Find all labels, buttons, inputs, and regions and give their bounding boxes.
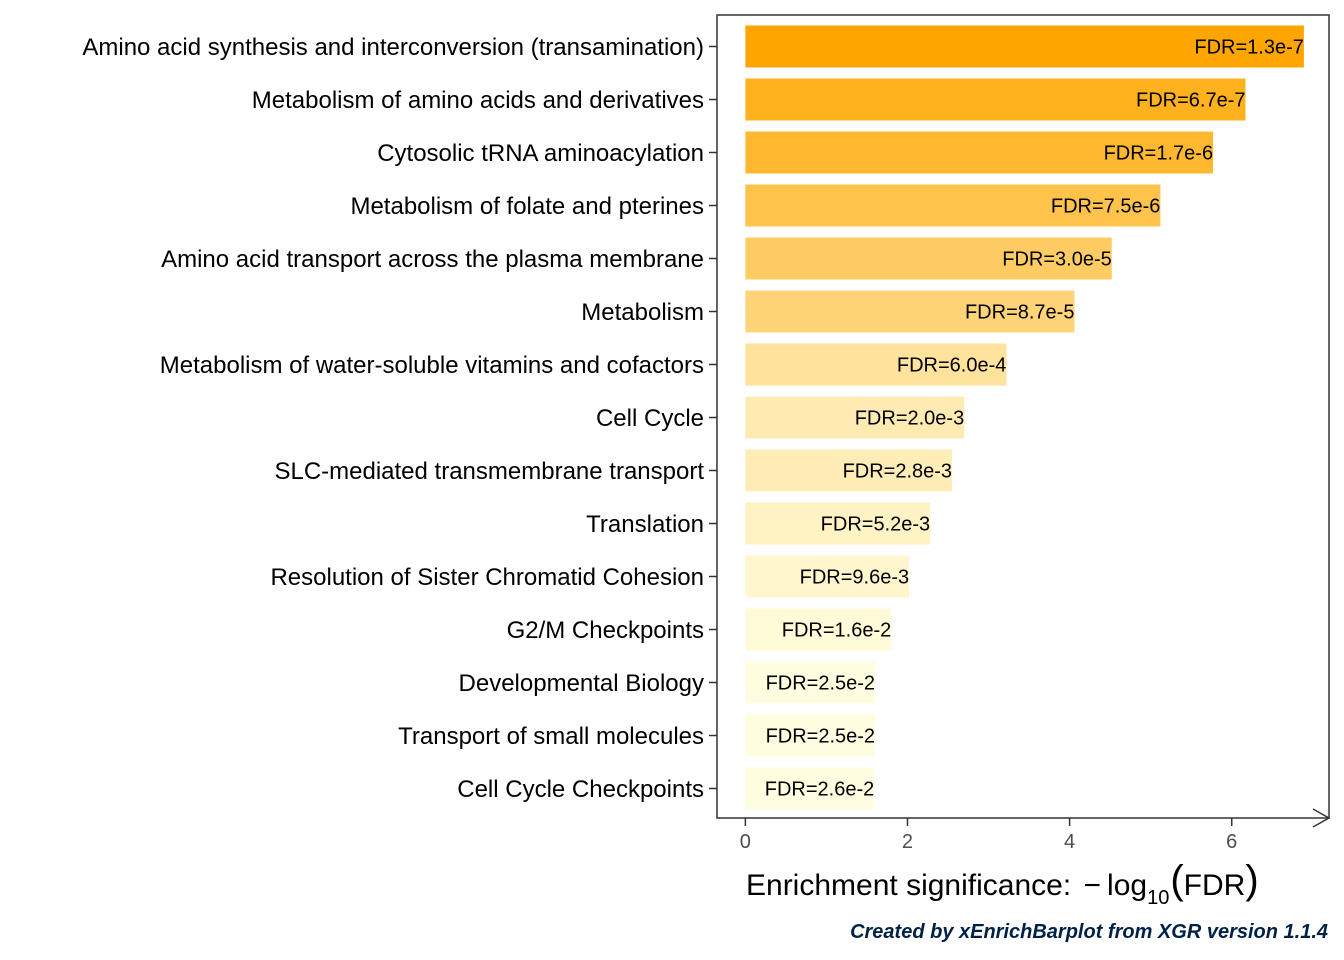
category-label: Resolution of Sister Chromatid Cohesion bbox=[270, 564, 704, 591]
bar bbox=[745, 343, 1007, 386]
category-label: Cytosolic tRNA aminoacylation bbox=[377, 140, 704, 167]
category-label: Developmental Biology bbox=[459, 670, 704, 697]
bar bbox=[745, 78, 1246, 121]
bar-value-label: FDR=1.6e-2 bbox=[782, 620, 892, 642]
x-axis-title-prefix: Enrichment significance: bbox=[746, 869, 1080, 902]
category-label: Metabolism of amino acids and derivative… bbox=[252, 87, 704, 114]
bar bbox=[745, 184, 1161, 227]
category-label: SLC-mediated transmembrane transport bbox=[274, 458, 704, 485]
bar-value-label: FDR=8.7e-5 bbox=[965, 302, 1075, 324]
x-axis-title-minus: − bbox=[1084, 869, 1102, 902]
panel-border bbox=[716, 14, 1330, 819]
category-label: Metabolism of water-soluble vitamins and… bbox=[160, 352, 704, 379]
category-label: Translation bbox=[586, 511, 704, 538]
bar-labels-layer: FDR=1.3e-7 FDR=6.7e-7 FDR=1.7e-6 FDR=7.5e-6… bbox=[765, 37, 1304, 801]
bar bbox=[745, 396, 965, 439]
bar bbox=[745, 237, 1112, 280]
x-axis: 0 2 4 6 bbox=[740, 818, 1237, 853]
x-axis-title: Enrichment significance: − log10(FDR) bbox=[746, 858, 1259, 909]
bar bbox=[745, 714, 876, 757]
caption: Created by xEnrichBarplot from XGR versi… bbox=[850, 921, 1328, 943]
x-axis-title-open-paren: ( bbox=[1170, 858, 1184, 902]
bar-value-label: FDR=3.0e-5 bbox=[1002, 249, 1112, 271]
bar bbox=[745, 555, 910, 598]
bar-value-label: FDR=6.7e-7 bbox=[1136, 90, 1246, 112]
bar bbox=[745, 767, 875, 810]
category-label: Cell Cycle bbox=[596, 405, 704, 432]
x-axis-title-log-base: 10 bbox=[1147, 887, 1169, 909]
bar bbox=[745, 449, 953, 492]
bar-value-label: FDR=1.3e-7 bbox=[1194, 37, 1304, 59]
x-axis-arrow bbox=[1312, 808, 1331, 828]
bar-value-label: FDR=2.5e-2 bbox=[766, 673, 876, 695]
x-tick-label: 4 bbox=[1064, 831, 1075, 853]
bar-value-label: FDR=9.6e-3 bbox=[800, 567, 910, 589]
bar-value-label: FDR=7.5e-6 bbox=[1051, 196, 1161, 218]
category-label: Amino acid transport across the plasma m… bbox=[161, 246, 704, 273]
category-label: G2/M Checkpoints bbox=[507, 617, 704, 644]
bar bbox=[745, 608, 892, 651]
bar-value-label: FDR=1.7e-6 bbox=[1104, 143, 1214, 165]
bar-value-label: FDR=2.6e-2 bbox=[765, 779, 875, 801]
bar-value-label: FDR=6.0e-4 bbox=[897, 355, 1007, 377]
x-axis-title-close-paren: ) bbox=[1245, 858, 1258, 902]
bar bbox=[745, 661, 876, 704]
category-label: Metabolism bbox=[581, 299, 704, 326]
x-tick-label: 2 bbox=[902, 831, 913, 853]
x-axis-title-log: log bbox=[1107, 869, 1147, 902]
x-tick-label: 6 bbox=[1226, 831, 1237, 853]
category-label: Cell Cycle Checkpoints bbox=[457, 776, 704, 803]
bar bbox=[745, 131, 1214, 174]
bars-layer bbox=[745, 25, 1304, 810]
bar bbox=[745, 502, 931, 545]
bar-value-label: FDR=2.0e-3 bbox=[855, 408, 965, 430]
category-label: Metabolism of folate and pterines bbox=[350, 193, 704, 220]
x-tick-label: 0 bbox=[740, 831, 751, 853]
bar bbox=[745, 290, 1075, 333]
category-label: Amino acid synthesis and interconversion… bbox=[82, 34, 704, 61]
category-label: Transport of small molecules bbox=[398, 723, 704, 750]
bar-value-label: FDR=2.5e-2 bbox=[766, 726, 876, 748]
bar-value-label: FDR=5.2e-3 bbox=[821, 514, 931, 536]
bar-value-label: FDR=2.8e-3 bbox=[843, 461, 953, 483]
y-axis: Amino acid synthesis and interconversion… bbox=[82, 34, 717, 803]
bar bbox=[745, 25, 1304, 68]
x-axis-title-arg: FDR bbox=[1184, 869, 1246, 902]
